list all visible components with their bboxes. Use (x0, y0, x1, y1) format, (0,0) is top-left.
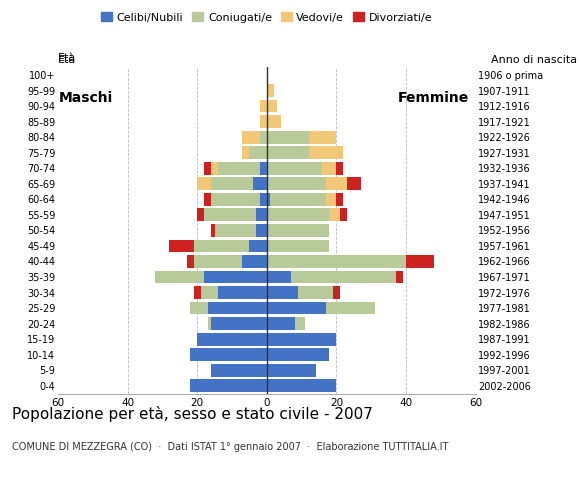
Bar (204, 208, 256, 221)
Text: Anno di nascita: Anno di nascita (491, 55, 577, 65)
Bar (211, 162, 218, 175)
Bar (194, 286, 201, 299)
Bar (190, 380, 267, 392)
Bar (267, 100, 277, 112)
Bar (267, 286, 298, 299)
Bar (190, 302, 208, 314)
Bar (267, 240, 329, 252)
Bar (249, 240, 267, 252)
Bar (267, 84, 274, 97)
Bar (267, 146, 309, 159)
Bar (242, 146, 249, 159)
Bar (309, 131, 336, 144)
Bar (260, 100, 267, 112)
Bar (215, 224, 256, 237)
Bar (155, 271, 204, 283)
Bar (267, 271, 291, 283)
Bar (242, 131, 260, 144)
Bar (267, 364, 316, 377)
Bar (295, 317, 305, 330)
Bar (260, 115, 267, 128)
Bar (260, 193, 267, 206)
Bar (267, 131, 309, 144)
Bar (260, 131, 267, 144)
Bar (326, 178, 347, 190)
Bar (267, 208, 329, 221)
Bar (267, 380, 336, 392)
Bar (270, 193, 326, 206)
Bar (260, 162, 267, 175)
Legend: Celibi/Nubili, Coniugati/e, Vedovi/e, Divorziati/e: Celibi/Nubili, Coniugati/e, Vedovi/e, Di… (97, 8, 437, 27)
Text: Popolazione per età, sesso e stato civile - 2007: Popolazione per età, sesso e stato civil… (12, 406, 372, 421)
Bar (267, 115, 281, 128)
Bar (291, 271, 396, 283)
Bar (267, 333, 336, 346)
Bar (169, 240, 194, 252)
Bar (253, 178, 267, 190)
Bar (326, 193, 336, 206)
Bar (298, 286, 333, 299)
Bar (197, 208, 204, 221)
Bar (267, 224, 329, 237)
Bar (249, 146, 267, 159)
Bar (194, 255, 242, 268)
Bar (218, 286, 267, 299)
Bar (406, 255, 434, 268)
Bar (347, 178, 361, 190)
Bar (204, 193, 211, 206)
Bar (204, 271, 267, 283)
Bar (211, 178, 253, 190)
Bar (201, 286, 218, 299)
Bar (336, 162, 343, 175)
Bar (211, 193, 260, 206)
Text: Femmine: Femmine (398, 91, 469, 105)
Bar (326, 302, 375, 314)
Bar (187, 255, 194, 268)
Bar (322, 162, 336, 175)
Bar (267, 178, 326, 190)
Bar (396, 271, 403, 283)
Bar (329, 208, 340, 221)
Bar (267, 162, 322, 175)
Bar (267, 348, 329, 361)
Bar (340, 208, 347, 221)
Bar (256, 224, 267, 237)
Bar (256, 208, 267, 221)
Text: Maschi: Maschi (59, 91, 113, 105)
Text: Età: Età (58, 52, 76, 62)
Text: COMUNE DI MEZZEGRA (CO)  ·  Dati ISTAT 1° gennaio 2007  ·  Elaborazione TUTTITAL: COMUNE DI MEZZEGRA (CO) · Dati ISTAT 1° … (12, 442, 448, 452)
Bar (333, 286, 340, 299)
Bar (197, 178, 211, 190)
Bar (211, 364, 267, 377)
Bar (194, 240, 249, 252)
Bar (211, 224, 215, 237)
Bar (211, 317, 267, 330)
Bar (267, 193, 270, 206)
Text: Età: Età (58, 55, 76, 65)
Bar (267, 302, 326, 314)
Bar (309, 146, 343, 159)
Bar (204, 162, 211, 175)
Bar (242, 255, 267, 268)
Bar (197, 333, 267, 346)
Bar (336, 193, 343, 206)
Bar (208, 302, 267, 314)
Bar (267, 255, 406, 268)
Bar (267, 317, 295, 330)
Bar (190, 348, 267, 361)
Bar (208, 317, 211, 330)
Bar (218, 162, 260, 175)
